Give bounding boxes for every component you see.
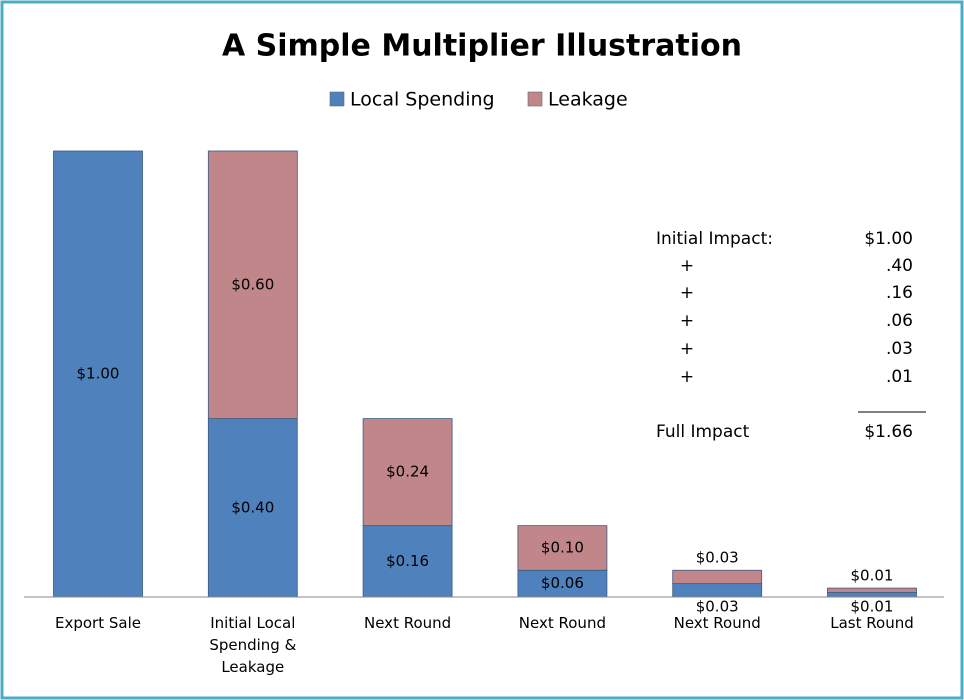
bar-segment	[362, 525, 453, 598]
annotation-label: +	[680, 283, 694, 303]
bar-segment	[517, 525, 608, 571]
annotation-label: Initial Impact:	[656, 229, 773, 249]
data-label: $0.01	[851, 567, 894, 585]
annotation-label: Full Impact	[656, 422, 750, 442]
annotation-label: +	[680, 311, 694, 331]
annotation-value: .40	[886, 256, 913, 276]
data-label: $0.01	[851, 598, 894, 616]
legend-label: Leakage	[548, 89, 628, 111]
data-label: $0.24	[386, 463, 429, 481]
legend-swatch	[329, 91, 345, 107]
x-tick-label: Initial Local Spending & Leakage	[209, 614, 297, 676]
data-label: $0.06	[541, 574, 584, 592]
annotation-label: +	[680, 367, 694, 387]
data-label: $1.00	[77, 365, 120, 383]
data-label: $0.10	[541, 538, 584, 556]
data-label: $0.60	[231, 275, 274, 293]
x-tick-label: Next Round	[364, 614, 452, 632]
x-tick-label: Export Sale	[55, 614, 141, 632]
annotation-value: .01	[886, 367, 913, 387]
annotation-value: .16	[886, 283, 913, 303]
data-label: $0.03	[696, 598, 739, 616]
x-tick-label: Next Round	[518, 614, 606, 632]
chart-title: A Simple Multiplier Illustration	[222, 29, 742, 64]
bar-segment	[827, 587, 917, 593]
bar-segment	[207, 150, 298, 420]
annotation-label: +	[680, 339, 694, 359]
annotation-value: .06	[886, 311, 913, 331]
bar-segment	[672, 569, 763, 585]
x-tick-label: Last Round	[830, 614, 914, 632]
data-label: $0.16	[386, 552, 429, 570]
bar-segment	[53, 150, 143, 598]
data-label: $0.03	[696, 549, 739, 567]
annotation-value: .03	[886, 339, 913, 359]
annotation-label: +	[680, 256, 694, 276]
data-label: $0.40	[231, 498, 274, 516]
bar-segment	[362, 418, 453, 527]
annotation-value: $1.66	[864, 422, 913, 442]
bar-segment	[827, 592, 917, 598]
legend-label: Local Spending	[350, 89, 495, 111]
annotation-value: $1.00	[864, 229, 913, 249]
bar-segment	[672, 583, 763, 598]
legend-swatch	[527, 91, 543, 107]
x-tick-label: Next Round	[673, 614, 761, 632]
